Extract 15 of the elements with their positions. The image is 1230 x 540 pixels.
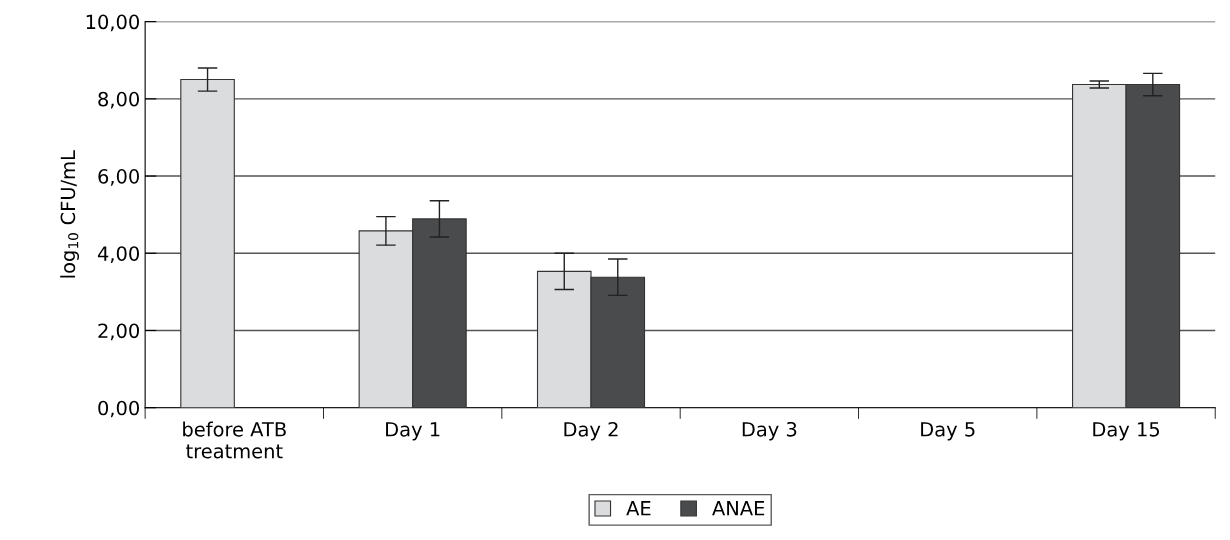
x-tick-label: before ATB treatment: [183, 421, 286, 459]
x-tick-label: Day 3: [742, 421, 797, 441]
x-tick-label: Day 2: [564, 421, 618, 441]
legend-label: ANAE: [712, 501, 765, 516]
y-tick-label: 2,00: [98, 323, 139, 341]
legend-label: AE: [626, 501, 651, 516]
x-tick-label: Day 1: [386, 422, 440, 441]
y-tick-label: 8,00: [98, 91, 139, 109]
y-tick-label: 6,00: [98, 169, 139, 186]
y-tick-label: 4,00: [97, 246, 139, 263]
y-tick-label: 10,00: [86, 14, 139, 32]
x-tick-label: Day 5: [921, 422, 975, 441]
x-tick-label: Day 15: [1093, 422, 1160, 441]
y-tick-label: 0,00: [98, 400, 139, 418]
y-axis-title: log$_{10}$ CFU/mL: [60, 150, 80, 278]
